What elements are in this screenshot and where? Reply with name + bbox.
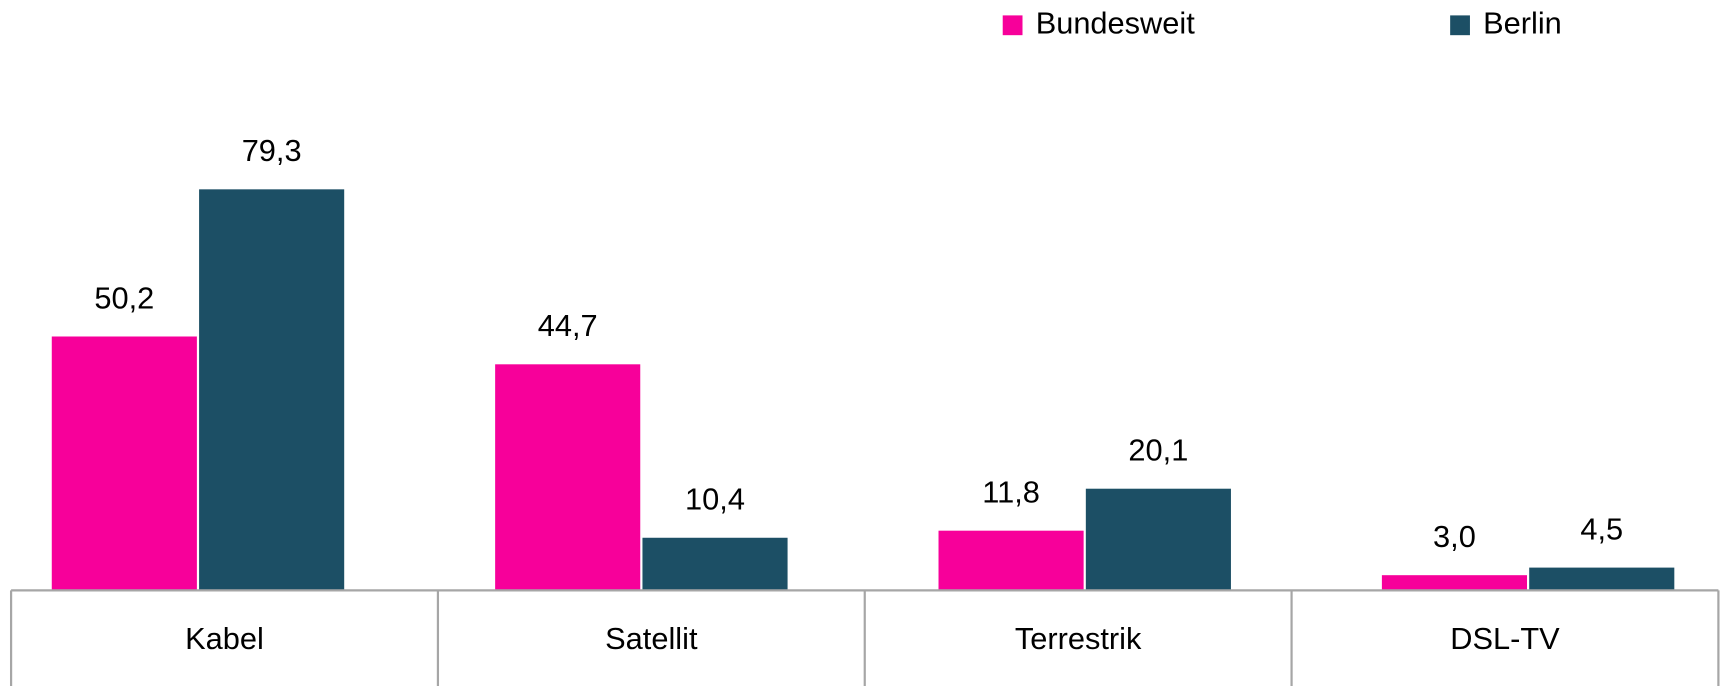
bar: [51, 336, 197, 591]
bar: [1381, 575, 1528, 591]
x-tick-label: Terrestrik: [1015, 621, 1142, 656]
value-label: 50,2: [94, 280, 154, 315]
bar: [1529, 567, 1675, 591]
value-label: 44,7: [538, 308, 598, 343]
value-label: 4,5: [1580, 511, 1623, 546]
value-label: 11,8: [982, 475, 1040, 510]
bar: [199, 189, 345, 591]
bar: [642, 537, 788, 591]
x-tick-label: DSL-TV: [1450, 621, 1560, 656]
x-tick-label: Kabel: [185, 621, 264, 656]
bar: [938, 530, 1084, 591]
value-label: 20,1: [1128, 433, 1188, 468]
legend-swatch: [1002, 15, 1023, 36]
x-tick-label: Satellit: [605, 621, 698, 656]
value-label: 10,4: [685, 482, 745, 517]
bar: [495, 364, 641, 591]
bar: [1085, 488, 1231, 591]
legend-label: Berlin: [1483, 5, 1562, 40]
value-label: 3,0: [1433, 519, 1476, 554]
legend-swatch: [1450, 15, 1470, 36]
legend-label: Bundesweit: [1036, 5, 1196, 40]
value-label: 79,3: [242, 133, 302, 168]
